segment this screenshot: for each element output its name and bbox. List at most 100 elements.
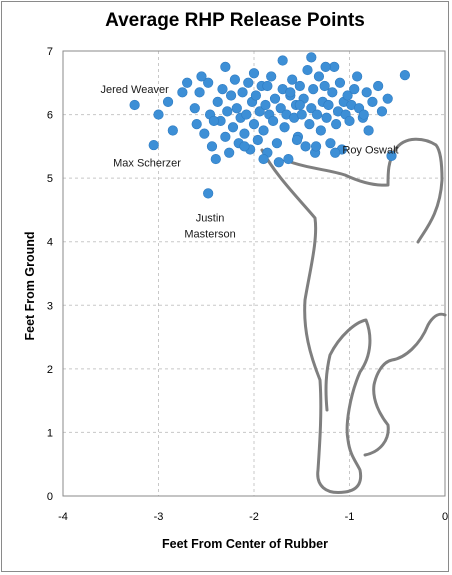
release-point-marker [300, 141, 311, 152]
release-point-marker [306, 103, 317, 114]
release-point-marker [329, 61, 340, 72]
y-tick-label: 2 [47, 364, 53, 376]
release-point-marker [363, 125, 374, 136]
release-point-marker [231, 103, 242, 114]
y-axis-label: Feet From Ground [23, 231, 37, 340]
release-point-marker [196, 71, 207, 82]
release-point-marker [273, 157, 284, 168]
release-point-marker [227, 122, 239, 133]
pitcher-annotations: Jered Weaver Max Scherzer Justin Masterson R… [100, 84, 398, 240]
release-point-marker [323, 99, 334, 111]
release-point-marker [287, 74, 298, 85]
release-point-marker [258, 153, 269, 165]
release-point-marker [222, 106, 233, 117]
release-point-marker [283, 153, 294, 165]
release-point-marker [258, 125, 269, 136]
release-point-marker [254, 106, 265, 117]
y-tick-label: 0 [47, 491, 53, 503]
pitcher-annotation: Masterson [184, 228, 235, 240]
y-tick-label: 6 [47, 110, 53, 122]
release-point-marker [208, 115, 219, 127]
release-point-marker [321, 112, 332, 123]
x-tick-label: -1 [345, 511, 355, 523]
release-point-marker [275, 103, 286, 114]
plot-area [62, 50, 446, 497]
release-point-marker [308, 84, 319, 95]
y-tick-label: 4 [47, 237, 53, 249]
release-point-marker [239, 128, 250, 139]
release-point-marker [279, 122, 290, 133]
release-point-marker [296, 109, 307, 120]
y-tick-label: 3 [47, 300, 53, 312]
release-point-marker [260, 99, 271, 111]
release-point-marker [294, 99, 305, 111]
release-point-marker [325, 138, 336, 149]
release-point-marker [367, 96, 378, 107]
release-point-marker [229, 74, 240, 85]
release-point-marker [177, 87, 188, 98]
release-point-marker [342, 90, 353, 101]
release-point-marker [277, 55, 288, 66]
release-point-marker [182, 77, 193, 88]
release-point-marker [203, 77, 214, 88]
release-point-marker [306, 52, 317, 63]
release-point-marker [241, 109, 252, 120]
release-point-marker [376, 106, 388, 117]
release-point-marker [262, 80, 273, 92]
release-point-marker [373, 80, 384, 92]
release-point-marker [291, 134, 303, 146]
release-point-marker [266, 71, 277, 82]
release-point-marker [331, 119, 342, 130]
release-point-marker [153, 109, 164, 120]
release-point-marker [129, 99, 140, 111]
release-point-marker [189, 103, 200, 114]
release-point-marker [386, 150, 397, 161]
release-point-marker [210, 153, 221, 165]
x-tick-label: 0 [442, 511, 448, 523]
release-point-marker [167, 125, 178, 136]
release-point-marker [162, 96, 174, 107]
release-point-marker [248, 119, 260, 130]
release-point-marker [285, 87, 296, 98]
y-tick-label: 5 [47, 173, 53, 185]
pitcher-annotation: Max Scherzer [113, 157, 181, 169]
pitcher-annotation: Justin [196, 213, 225, 225]
y-tick-label: 1 [47, 427, 53, 439]
data-points [129, 52, 410, 199]
release-point-marker [358, 109, 369, 120]
x-tick-label: -2 [249, 511, 259, 523]
release-point-marker [250, 90, 262, 101]
release-point-marker [194, 87, 205, 98]
release-point-marker [237, 87, 248, 98]
release-point-marker [252, 134, 263, 146]
release-point-marker [320, 61, 331, 72]
release-point-marker [327, 87, 338, 98]
release-point-marker [315, 125, 326, 136]
release-point-marker [217, 84, 228, 95]
release-point-marker [199, 128, 210, 139]
release-point-marker [311, 109, 323, 120]
chart-title: Average RHP Release Points [105, 10, 365, 31]
release-point-marker [313, 71, 325, 82]
release-point-marker [220, 131, 231, 142]
pitcher-silhouette-icon [260, 137, 447, 495]
release-point-marker [302, 64, 313, 76]
x-axis-label: Feet From Center of Rubber [162, 537, 328, 551]
release-point-marker [330, 147, 341, 158]
release-point-marker [349, 84, 360, 95]
release-point-marker [382, 93, 393, 104]
release-point-marker [319, 80, 330, 92]
release-point-marker [225, 90, 237, 101]
release-point-marker [148, 139, 159, 151]
x-tick-label: -3 [154, 511, 164, 523]
pitcher-annotation: Jered Weaver [100, 84, 169, 96]
release-point-marker [206, 141, 218, 152]
release-point-marker [248, 68, 260, 79]
release-point-marker [304, 119, 315, 130]
release-point-marker [212, 96, 223, 107]
release-point-marker [224, 147, 235, 158]
release-point-marker [361, 87, 372, 98]
release-point-marker [352, 71, 363, 82]
